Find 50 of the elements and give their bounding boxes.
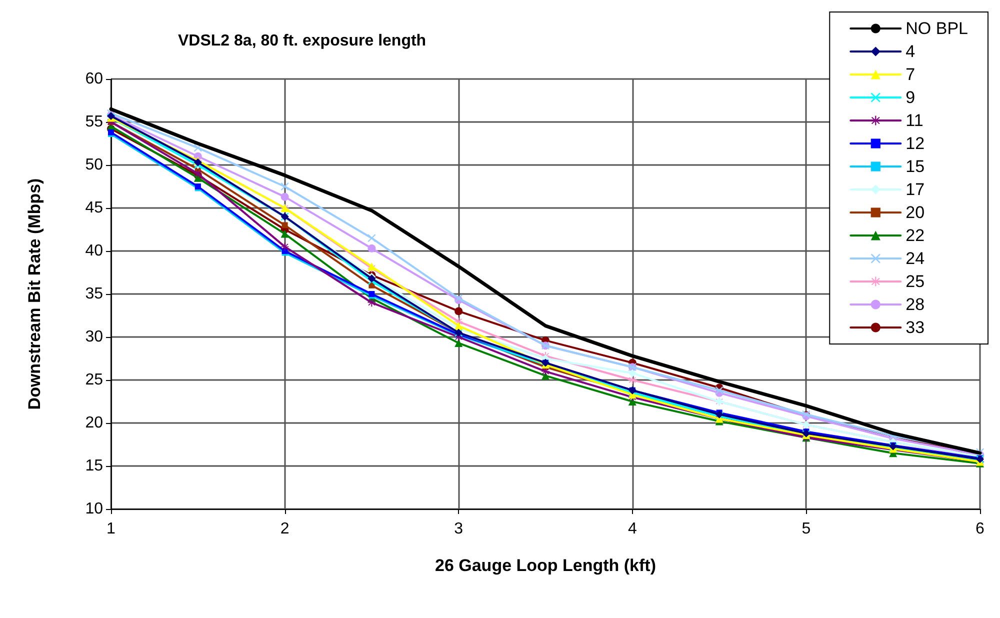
point [368,298,376,307]
x-tick-label: 4 [628,520,637,538]
legend-label: 11 [906,111,924,130]
legend-label: 20 [906,203,925,222]
point [628,376,636,384]
x-tick-label: 1 [106,520,116,538]
point [368,234,376,242]
point [280,182,289,190]
x-tick-label: 3 [454,520,464,538]
y-tick-label: 35 [85,286,104,302]
y-tick-label: 55 [85,114,104,130]
legend-label: 33 [906,318,925,337]
y-tick-label: 60 [85,70,104,88]
point [194,174,202,182]
legend-label: 15 [906,157,925,176]
legend-label: NO BPL [906,19,968,38]
legend-label: 7 [906,65,916,84]
point [368,244,376,252]
x-tick-label: 2 [280,520,290,538]
x-axis-title: 26 Gauge Loop Length (kft) [435,556,656,575]
point [280,192,289,201]
point [454,339,463,348]
legend-label: 12 [906,134,925,153]
point [454,307,463,316]
point [628,398,636,406]
legend-label: 4 [906,42,916,61]
point [280,242,289,251]
y-tick-label: 25 [85,372,104,388]
y-tick-label: 30 [85,328,104,346]
y-tick-label: 15 [85,458,104,474]
point [280,230,289,238]
point [628,369,636,378]
legend-label: 9 [906,88,916,107]
legend-label: 25 [906,272,925,291]
legend-label: 28 [906,295,925,314]
point [454,322,463,330]
legend-label: 22 [906,226,925,245]
y-tick-label: 45 [85,200,104,216]
y-tick-label: 20 [85,414,104,432]
legend-label: 24 [906,249,925,268]
point [282,222,288,228]
y-tick-label: 50 [85,156,104,174]
legend-label: 17 [906,180,925,199]
point [715,386,724,394]
y-tick-label: 40 [85,242,104,260]
x-tick-label: 6 [976,520,985,538]
y-tick-label: 10 [85,500,104,518]
chart-title: VDSL2 8a, 80 ft. exposure length [178,32,426,50]
x-tick-label: 5 [802,520,811,538]
y-axis-title: Downstream Bit Rate (Mbps) [25,178,44,410]
